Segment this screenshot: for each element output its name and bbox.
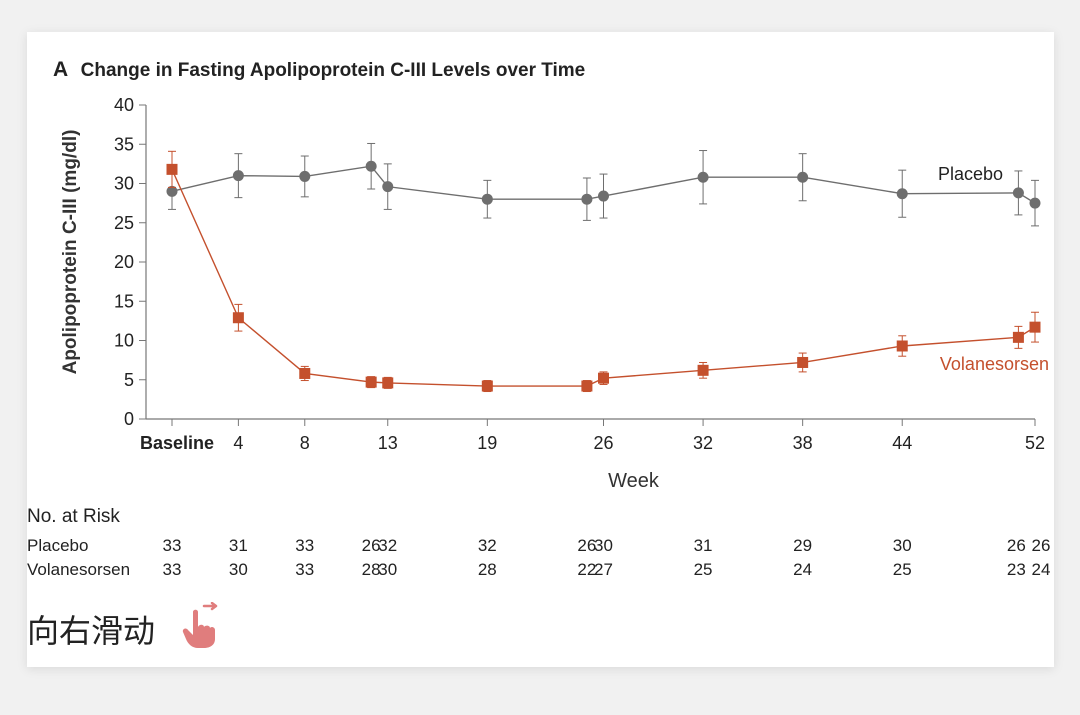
y-tick-label: 20: [114, 252, 134, 272]
x-tick-label: 52: [1025, 433, 1045, 453]
risk-row-name: Placebo: [27, 536, 89, 555]
y-tick-label: 5: [124, 370, 134, 390]
data-point: [697, 171, 709, 183]
x-tick-label: 19: [477, 433, 497, 453]
data-point: [581, 193, 593, 205]
x-tick-label: 38: [793, 433, 813, 453]
data-point: [896, 188, 908, 200]
swipe-hint: 向右滑动: [27, 612, 156, 650]
risk-value: 28: [361, 560, 381, 579]
y-tick-label: 15: [114, 291, 134, 311]
risk-value: 30: [228, 560, 248, 579]
series-label-volanesorsen: Volanesorsen: [940, 354, 1049, 374]
risk-table: No. at Risk Placebo 33 31 33 26 32 32 26 30 31 29 3…: [27, 506, 1067, 586]
swipe-hand-icon: [182, 602, 218, 648]
panel-label: A: [53, 58, 69, 81]
risk-value: 27: [594, 560, 613, 579]
risk-value: 32: [477, 536, 497, 555]
data-point: [365, 160, 377, 172]
risk-row-name: Volanesorsen: [27, 560, 131, 579]
risk-heading: No. at Risk: [27, 506, 120, 527]
data-point: [232, 312, 244, 324]
risk-value: 30: [892, 536, 912, 555]
risk-value: 26: [1031, 536, 1051, 555]
data-point: [365, 376, 377, 388]
data-point: [299, 367, 311, 379]
x-tick-label: 4: [233, 433, 243, 453]
y-tick-label: 30: [114, 174, 134, 194]
risk-value: 22: [577, 560, 597, 579]
risk-value: 25: [693, 560, 713, 579]
risk-value: 33: [295, 536, 315, 555]
risk-value: 30: [594, 536, 613, 555]
series-label-placebo: Placebo: [938, 164, 1003, 184]
data-point: [481, 380, 493, 392]
data-point: [1012, 331, 1024, 343]
data-point: [382, 181, 394, 193]
y-tick-label: 10: [114, 331, 134, 351]
data-point: [797, 171, 809, 183]
x-tick-label: 8: [300, 433, 310, 453]
data-point: [598, 372, 609, 384]
y-tick-label: 35: [114, 134, 134, 154]
x-axis-label: Week: [608, 470, 660, 492]
risk-value: 30: [378, 560, 398, 579]
data-point: [481, 193, 493, 205]
risk-value: 24: [793, 560, 813, 579]
risk-value: 28: [477, 560, 497, 579]
risk-value: 26: [577, 536, 597, 555]
risk-value: 32: [378, 536, 398, 555]
data-point: [299, 170, 311, 182]
line-chart: 0 5 10 15 20 25 30 35 40 Baseline 4 8 13 19 26 32 38 44 52…: [60, 95, 1049, 492]
data-point: [232, 170, 244, 182]
y-tick-label: 25: [114, 213, 134, 233]
y-tick-label: 40: [114, 95, 134, 115]
data-point: [896, 340, 908, 352]
data-point: [598, 190, 609, 202]
risk-value: 31: [228, 536, 248, 555]
data-point: [382, 377, 394, 389]
risk-value: 24: [1031, 560, 1051, 579]
data-point: [166, 185, 178, 197]
chart-title: Change in Fasting Apolipoprotein C-III L…: [80, 60, 586, 81]
data-point: [1029, 321, 1041, 333]
x-tick-label: 13: [378, 433, 398, 453]
data-point: [797, 356, 809, 368]
risk-value: 33: [295, 560, 315, 579]
data-point: [1012, 187, 1024, 199]
data-point: [697, 364, 709, 376]
risk-value: 33: [162, 536, 182, 555]
risk-value: 26: [361, 536, 381, 555]
risk-value: 25: [892, 560, 912, 579]
x-tick-label: 44: [892, 433, 912, 453]
data-point: [166, 163, 178, 175]
y-axis-label: Apolipoprotein C-III (mg/dl): [60, 130, 81, 375]
risk-value: 26: [1006, 536, 1026, 555]
data-point: [1029, 197, 1041, 209]
y-tick-label: 0: [124, 409, 134, 429]
x-tick-label: Baseline: [140, 433, 214, 453]
data-point: [581, 380, 593, 392]
x-tick-label: 26: [593, 433, 613, 453]
figure-title: A Change in Fasting Apolipoprotein C-III…: [53, 58, 585, 82]
risk-value: 23: [1006, 560, 1026, 579]
risk-value: 31: [693, 536, 713, 555]
risk-value: 33: [162, 560, 182, 579]
risk-value: 29: [793, 536, 813, 555]
x-tick-label: 32: [693, 433, 713, 453]
